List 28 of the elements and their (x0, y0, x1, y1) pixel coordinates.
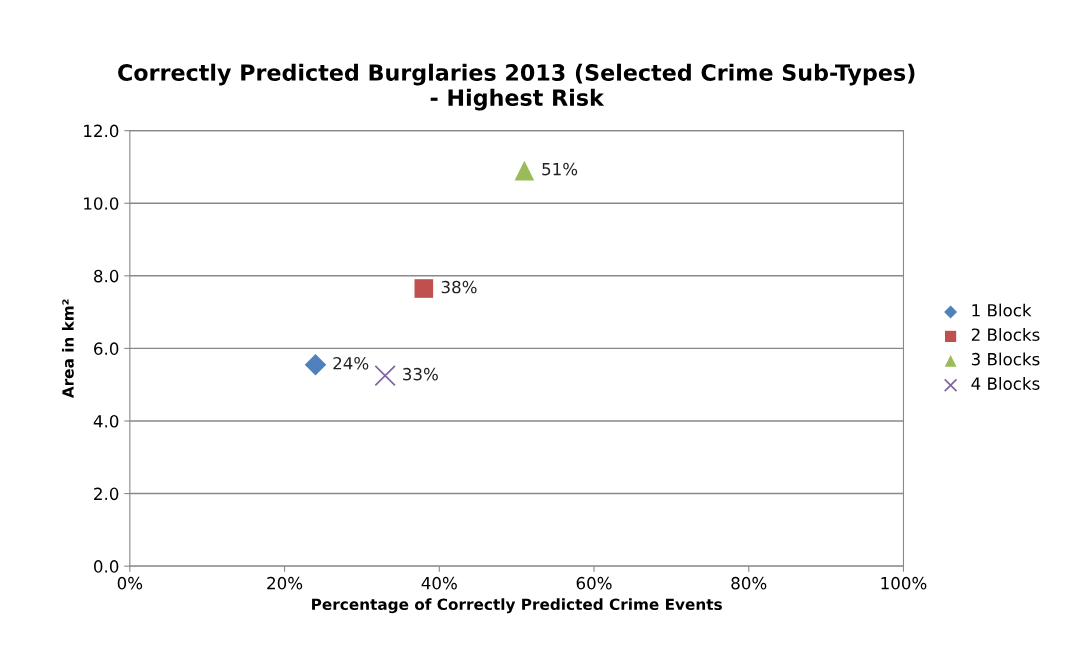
y-tick-label: 8.0 (94, 269, 119, 283)
chart-title: Correctly Predicted Burglaries 2013 (Selected Crime Sub-Types) - Highest Risk (118, 63, 915, 111)
y-tick-label: 2.0 (94, 487, 119, 501)
y-axis-title: Area in km² (61, 299, 74, 399)
x-tick-label: 40% (421, 576, 457, 590)
annotation: 51% (542, 162, 578, 176)
y-tick-label: 6.0 (94, 342, 119, 355)
point (514, 160, 535, 181)
x-axis-title: Percentage of Correctly Predicted Crime Events (312, 598, 722, 614)
legend-label: 4 Blocks (971, 377, 1040, 390)
y-tick-label: 12.0 (84, 124, 119, 138)
x-tick-label: 60% (576, 576, 612, 590)
legend-label: 2 Blocks (971, 328, 1040, 341)
point (304, 353, 327, 376)
annotation: 24% (333, 356, 369, 370)
legend-label: 1 Block (972, 303, 1032, 317)
point (414, 279, 434, 298)
x-tick-label: 0% (117, 576, 143, 590)
y-tick-label: 0.0 (94, 560, 119, 573)
x-tick-label: 100% (881, 576, 927, 590)
annotation: 38% (441, 280, 477, 294)
annotation: 33% (403, 367, 438, 381)
y-tick-label: 10.0 (84, 197, 119, 210)
legend-label: 3 Blocks (971, 352, 1040, 366)
x-tick-label: 80% (731, 576, 767, 590)
y-tick-label: 4.0 (93, 414, 119, 428)
point (374, 364, 396, 387)
x-tick-label: 20% (267, 576, 303, 590)
